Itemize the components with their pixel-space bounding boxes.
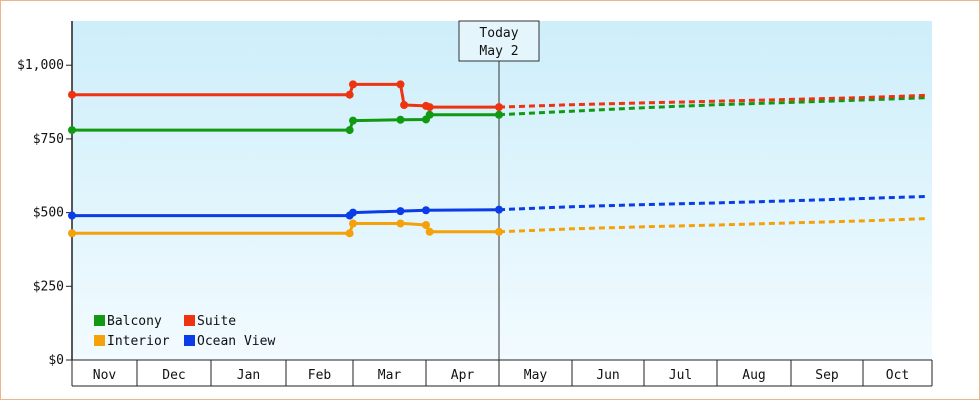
today-box [458, 20, 540, 62]
legend-label: Suite [197, 314, 236, 329]
data-point [425, 227, 434, 236]
data-point [68, 229, 76, 238]
x-tick-label: Apr [451, 368, 475, 383]
data-point [495, 103, 503, 112]
data-point [425, 110, 434, 119]
x-tick-label: Mar [378, 368, 402, 383]
legend-label: Interior [107, 334, 170, 349]
x-tick-label: Jul [669, 368, 692, 383]
legend-label: Balcony [107, 314, 162, 329]
y-tick-label: $1,000 [17, 58, 64, 73]
data-point [349, 116, 357, 125]
data-point [68, 90, 76, 99]
data-point [495, 110, 503, 119]
legend-swatch [94, 335, 105, 346]
x-tick-label: Feb [308, 368, 332, 383]
data-point [425, 103, 434, 112]
data-point [345, 229, 354, 238]
x-tick-label: Jan [237, 368, 260, 383]
data-point [68, 126, 76, 135]
series-forecast-interior [498, 217, 929, 234]
legend-swatch [184, 335, 195, 346]
x-tick-label: Jun [596, 368, 619, 383]
data-point [349, 219, 357, 228]
data-point [396, 80, 405, 89]
data-point [422, 206, 430, 215]
legend-item-suite: Suite [184, 314, 236, 329]
series-forecast-suite [498, 93, 929, 109]
y-tick-label: $500 [33, 206, 64, 221]
data-point [400, 101, 409, 110]
x-tick-label: Oct [886, 368, 909, 383]
data-point [396, 219, 405, 228]
data-point [422, 220, 430, 229]
data-point [349, 80, 357, 89]
data-point [495, 227, 503, 236]
data-point [495, 205, 503, 214]
y-tick-label: $0 [48, 353, 64, 368]
data-point [345, 90, 354, 99]
data-point [396, 115, 405, 124]
legend-item-balcony: Balcony [94, 314, 162, 329]
series-forecast-ocean-view [498, 194, 929, 212]
data-point [396, 207, 405, 216]
x-tick-label: Aug [742, 368, 765, 383]
y-tick-label: $250 [33, 279, 64, 294]
plot-background [72, 21, 932, 360]
series-ocean-view [68, 194, 929, 220]
series-line-ocean-view [72, 208, 500, 218]
x-tick-label: May [524, 368, 548, 383]
legend-swatch [184, 315, 195, 326]
today-date: May 2 [479, 44, 518, 59]
legend-swatch [94, 315, 105, 326]
x-tick-label: Nov [93, 368, 117, 383]
data-point [68, 211, 76, 220]
series-balcony [68, 96, 929, 135]
legend-item-interior: Interior [94, 334, 170, 349]
data-point [349, 208, 357, 217]
data-point [345, 126, 354, 135]
series-suite [68, 80, 929, 112]
legend-label: Ocean View [197, 334, 275, 349]
y-tick-label: $750 [33, 132, 64, 147]
series-forecast-balcony [498, 96, 929, 117]
x-tick-label: Sep [815, 368, 839, 383]
legend-item-ocean-view: Ocean View [184, 334, 275, 349]
today-label: Today [479, 26, 518, 41]
series-interior [68, 217, 929, 238]
x-tick-label: Dec [162, 368, 185, 383]
